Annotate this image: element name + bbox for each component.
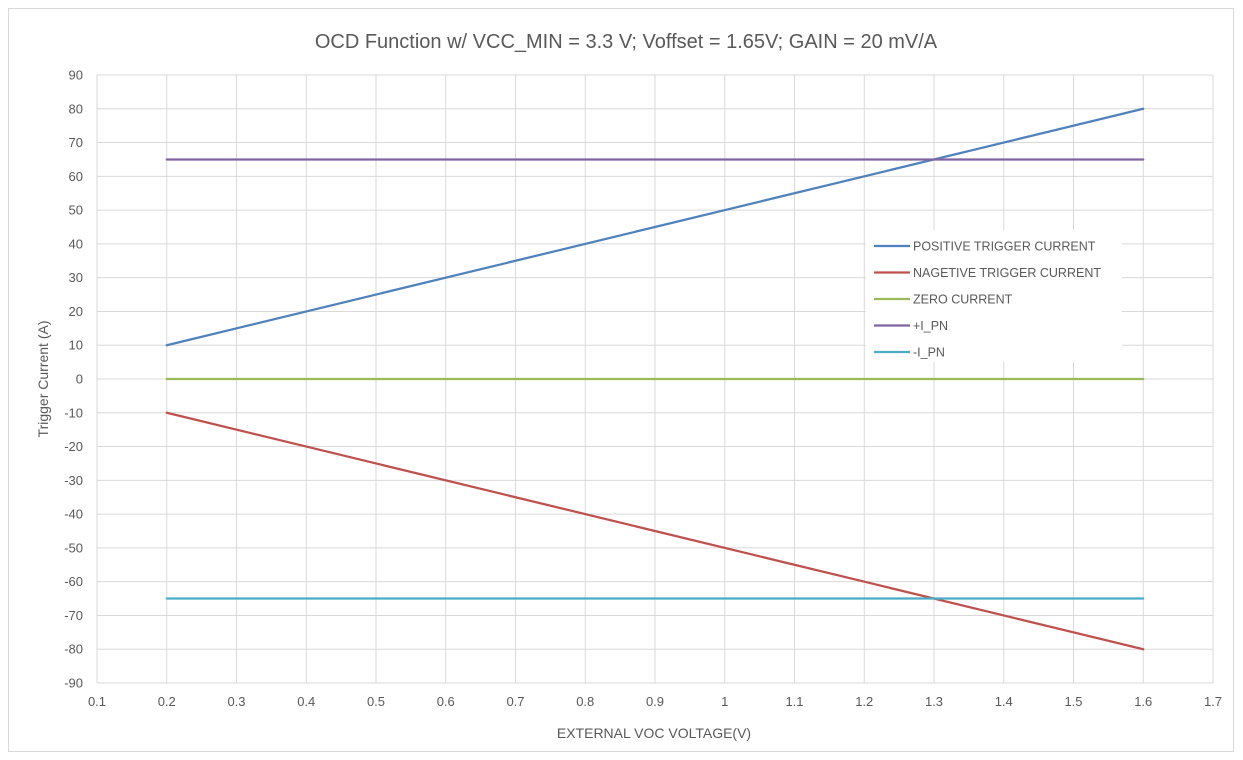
x-tick-label: 0.7	[506, 694, 524, 709]
y-tick-label: 70	[69, 135, 83, 150]
legend-label: -I_PN	[913, 346, 945, 360]
x-tick-label: 1.2	[855, 694, 873, 709]
y-tick-label: 80	[69, 101, 83, 116]
y-tick-label: -90	[64, 676, 83, 691]
x-tick-label: 1.3	[925, 694, 943, 709]
x-tick-label: 1.7	[1204, 694, 1222, 709]
y-tick-label: -40	[64, 507, 83, 522]
x-tick-label: 0.3	[227, 694, 245, 709]
x-tick-label: 0.4	[297, 694, 315, 709]
x-tick-label: 0.2	[158, 694, 176, 709]
y-tick-label: 50	[69, 203, 83, 218]
x-axis-title: EXTERNAL VOC VOLTAGE(V)	[557, 725, 751, 741]
series-lines	[165, 107, 1145, 651]
y-tick-label: 20	[69, 304, 83, 319]
x-tick-label: 1.5	[1064, 694, 1082, 709]
y-tick-label: 60	[69, 169, 83, 184]
y-tick-label: 0	[76, 372, 83, 387]
x-tick-label: 0.8	[576, 694, 594, 709]
legend-label: NAGETIVE TRIGGER CURRENT	[913, 266, 1101, 280]
y-tick-label: 40	[69, 236, 83, 251]
x-tick-label: 1.6	[1134, 694, 1152, 709]
x-tick-label: 1.4	[995, 694, 1013, 709]
y-axis-ticks: 90 80 70 60 50 40 30 20 10 0 -10 -20 -30 -40 -50 -60 -70…	[64, 68, 83, 691]
y-tick-label: -20	[64, 439, 83, 454]
x-tick-label: 0.1	[88, 694, 106, 709]
y-tick-label: -80	[64, 642, 83, 657]
x-tick-label: 0.5	[367, 694, 385, 709]
x-tick-label: 0.6	[437, 694, 455, 709]
y-tick-label: -70	[64, 608, 83, 623]
y-tick-label: -30	[64, 473, 83, 488]
legend: POSITIVE TRIGGER CURRENT NAGETIVE TRIGGER…	[866, 230, 1122, 362]
y-tick-label: 90	[69, 68, 83, 83]
y-tick-label: 30	[69, 270, 83, 285]
x-tick-label: 1.1	[785, 694, 803, 709]
y-tick-label: 10	[69, 338, 83, 353]
y-tick-label: -60	[64, 574, 83, 589]
series-line-1	[165, 107, 1145, 347]
series-line-2	[165, 411, 1145, 651]
y-tick-label: -50	[64, 540, 83, 555]
x-axis-ticks: 0.1 0.2 0.3 0.4 0.5 0.6 0.7 0.8 0.9 1 1.1 1.2 1.3 1.4…	[88, 694, 1222, 709]
legend-background	[866, 230, 1122, 362]
legend-label: ZERO CURRENT	[913, 293, 1013, 307]
y-tick-label: -10	[64, 405, 83, 420]
y-axis-title: Trigger Current (A)	[35, 321, 51, 438]
chart-title: OCD Function w/ VCC_MIN = 3.3 V; Voffset…	[315, 31, 938, 53]
x-tick-label: 0.9	[646, 694, 664, 709]
x-tick-label: 1	[721, 694, 728, 709]
legend-label: POSITIVE TRIGGER CURRENT	[913, 240, 1096, 254]
legend-label: +I_PN	[913, 319, 948, 333]
